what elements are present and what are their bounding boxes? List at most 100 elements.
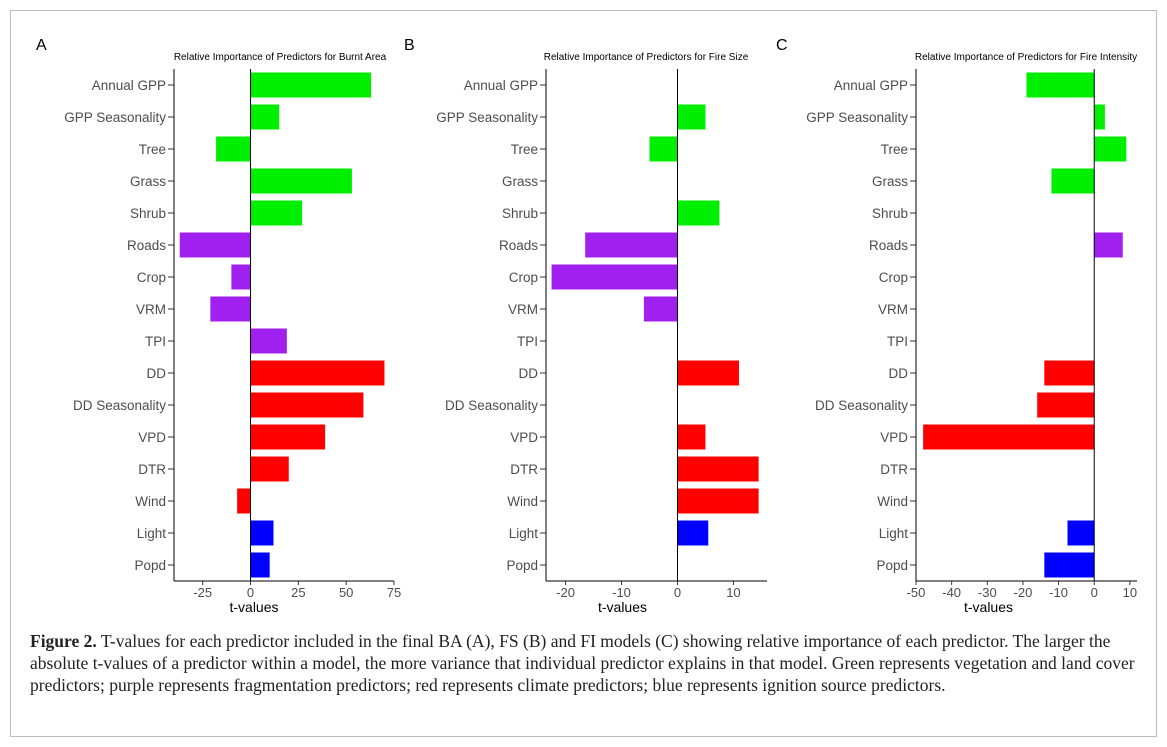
bar-a-popd: [250, 552, 270, 578]
category-label: Crop: [879, 270, 908, 285]
bar-a-gpp-seasonality: [250, 104, 280, 130]
category-label: Grass: [502, 174, 538, 189]
category-label: GPP Seasonality: [64, 110, 166, 125]
x-tick-label: 10: [1123, 585, 1137, 600]
bar-b-shrub: [677, 200, 720, 226]
bar-b-dtr: [677, 456, 759, 482]
bar-b-wind: [677, 488, 759, 514]
bar-b-vpd: [677, 424, 706, 450]
chart-title-b: Relative Importance of Predictors for Fi…: [544, 52, 749, 63]
category-label: Tree: [511, 142, 538, 157]
panel-letter-c: C: [776, 37, 788, 54]
bar-b-gpp-seasonality: [677, 104, 706, 130]
category-label: VRM: [136, 302, 166, 317]
bar-a-vpd: [250, 424, 326, 450]
bar-b-tree: [649, 136, 678, 162]
category-label: Shrub: [130, 206, 166, 221]
category-label: VRM: [508, 302, 538, 317]
category-label: Light: [879, 526, 909, 541]
category-label: Shrub: [872, 206, 908, 221]
bar-b-light: [677, 520, 709, 546]
category-label: Roads: [127, 238, 166, 253]
bar-a-vrm: [210, 296, 251, 322]
bar-a-dd: [250, 360, 385, 386]
x-tick-label: -40: [942, 585, 961, 600]
bar-a-wind: [237, 488, 251, 514]
x-tick-label: 25: [291, 585, 305, 600]
bar-c-dd: [1044, 360, 1095, 386]
bar-a-light: [250, 520, 274, 546]
figure-charts: A Relative Importance of Predictors for B…: [36, 37, 1137, 615]
category-label: TPI: [145, 334, 166, 349]
x-tick-label: -25: [193, 585, 212, 600]
category-label: Popd: [506, 558, 538, 573]
category-label: Roads: [499, 238, 538, 253]
category-label: Popd: [876, 558, 908, 573]
category-label: Wind: [507, 494, 538, 509]
bar-c-dd-seasonality: [1037, 392, 1095, 418]
figure-caption: Figure 2. T-values for each predictor in…: [30, 630, 1140, 696]
category-label: DD Seasonality: [73, 398, 166, 413]
category-label: Wind: [877, 494, 908, 509]
bar-c-vpd: [923, 424, 1095, 450]
bar-c-roads: [1094, 232, 1123, 258]
chart-panel-c: C Relative Importance of Predictors for F…: [776, 37, 1137, 615]
chart-title-c: Relative Importance of Predictors for Fi…: [915, 52, 1137, 63]
bar-a-dtr: [250, 456, 289, 482]
category-label: Annual GPP: [464, 78, 538, 93]
x-axis-title-b: t-values: [598, 599, 647, 615]
bar-a-grass: [250, 168, 352, 194]
category-label: Light: [509, 526, 539, 541]
category-label: DTR: [880, 462, 908, 477]
category-label: Light: [137, 526, 167, 541]
x-tick-label: 10: [726, 585, 740, 600]
category-label: Popd: [134, 558, 166, 573]
category-label: GPP Seasonality: [806, 110, 908, 125]
category-label: Annual GPP: [92, 78, 166, 93]
x-tick-label: 50: [339, 585, 353, 600]
category-label: Tree: [139, 142, 166, 157]
chart-panel-b: B Relative Importance of Predictors for F…: [404, 37, 767, 615]
category-label: TPI: [517, 334, 538, 349]
category-label: VRM: [878, 302, 908, 317]
bar-c-gpp-seasonality: [1094, 104, 1105, 130]
category-label: VPD: [138, 430, 166, 445]
category-label: Crop: [509, 270, 538, 285]
bar-a-shrub: [250, 200, 303, 226]
category-label: Wind: [135, 494, 166, 509]
category-label: DD Seasonality: [815, 398, 908, 413]
bar-a-crop: [231, 264, 251, 290]
bar-a-tpi: [250, 328, 287, 354]
x-tick-label: 0: [1091, 585, 1098, 600]
x-tick-label: -20: [1014, 585, 1033, 600]
bar-b-roads: [585, 232, 678, 258]
bar-c-light: [1067, 520, 1095, 546]
category-label: DD: [147, 366, 167, 381]
category-label: Grass: [130, 174, 166, 189]
x-tick-label: -50: [907, 585, 926, 600]
bar-a-dd-seasonality: [250, 392, 364, 418]
category-label: DTR: [138, 462, 166, 477]
category-label: VPD: [880, 430, 908, 445]
category-label: VPD: [510, 430, 538, 445]
category-label: DD: [519, 366, 539, 381]
bar-a-roads: [179, 232, 251, 258]
x-tick-label: 0: [247, 585, 254, 600]
category-label: DTR: [510, 462, 538, 477]
panel-letter-b: B: [404, 37, 415, 54]
bar-c-tree: [1094, 136, 1127, 162]
category-label: Crop: [137, 270, 166, 285]
category-label: DD: [889, 366, 909, 381]
panel-letter-a: A: [36, 37, 47, 54]
x-axis-title-a: t-values: [229, 599, 278, 615]
category-label: Annual GPP: [834, 78, 908, 93]
bar-c-grass: [1051, 168, 1095, 194]
category-label: Grass: [872, 174, 908, 189]
caption-text: T-values for each predictor included in …: [30, 631, 1135, 695]
category-label: Roads: [869, 238, 908, 253]
chart-panel-a: A Relative Importance of Predictors for B…: [36, 37, 401, 615]
caption-label: Figure 2.: [30, 631, 97, 651]
bar-a-tree: [216, 136, 251, 162]
category-label: Shrub: [502, 206, 538, 221]
x-tick-label: -10: [612, 585, 631, 600]
